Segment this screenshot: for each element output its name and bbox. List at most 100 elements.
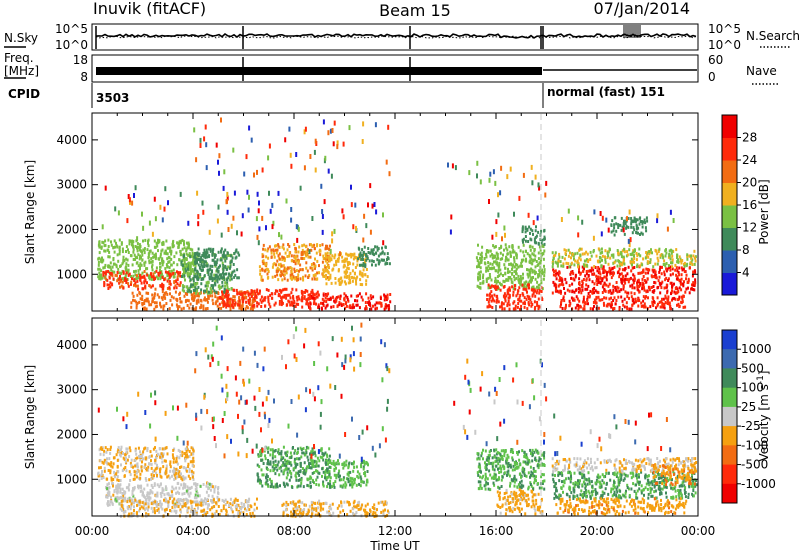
data-cell xyxy=(117,470,120,474)
data-cell xyxy=(653,289,656,292)
data-cell xyxy=(180,260,183,264)
sparse-cell xyxy=(534,174,537,180)
data-cell xyxy=(536,280,539,284)
data-cell xyxy=(146,267,149,271)
data-cell xyxy=(217,505,220,508)
data-cell xyxy=(587,273,590,277)
data-cell xyxy=(104,276,107,280)
data-cell xyxy=(150,257,153,261)
data-cell xyxy=(191,452,194,456)
data-cell xyxy=(295,276,298,280)
data-cell xyxy=(167,500,170,504)
data-cell xyxy=(652,304,655,307)
data-cell xyxy=(661,265,663,269)
data-cell xyxy=(309,266,312,270)
data-cell xyxy=(656,252,659,256)
data-cell xyxy=(195,496,198,500)
data-cell xyxy=(237,251,240,255)
data-cell xyxy=(106,248,109,252)
data-cell xyxy=(256,304,259,308)
data-cell xyxy=(337,259,340,263)
sparse-cell xyxy=(278,232,280,238)
data-cell xyxy=(664,294,667,298)
sparse-cell xyxy=(327,130,330,136)
data-cell xyxy=(295,259,298,263)
sparse-cell xyxy=(220,232,223,238)
data-cell xyxy=(574,273,577,277)
data-cell xyxy=(217,250,220,254)
data-cell xyxy=(145,506,148,510)
data-cell xyxy=(633,254,635,258)
data-cell xyxy=(371,249,374,253)
data-cell xyxy=(207,272,210,276)
sparse-cell xyxy=(354,202,357,208)
data-cell xyxy=(601,285,604,289)
data-cell xyxy=(199,501,201,505)
data-cell xyxy=(193,272,196,276)
data-cell xyxy=(162,293,165,297)
data-cell xyxy=(534,265,537,269)
data-cell xyxy=(192,471,195,475)
data-cell xyxy=(132,274,135,278)
data-cell xyxy=(214,302,217,306)
data-cell xyxy=(667,277,670,281)
sparse-cell xyxy=(336,140,339,146)
data-cell xyxy=(137,485,139,489)
data-cell xyxy=(334,300,337,304)
data-cell xyxy=(107,255,110,259)
data-cell xyxy=(159,499,162,503)
data-cell xyxy=(530,276,533,280)
data-cell xyxy=(642,220,645,224)
data-cell xyxy=(349,281,352,285)
data-cell xyxy=(358,255,361,258)
data-cell xyxy=(490,290,493,294)
data-cell xyxy=(204,289,207,293)
data-cell xyxy=(202,509,205,513)
data-cell xyxy=(611,219,614,223)
data-cell xyxy=(684,290,687,294)
data-cell xyxy=(489,254,492,258)
data-cell xyxy=(181,247,184,251)
data-cell xyxy=(647,296,649,300)
data-cell xyxy=(638,290,641,294)
data-cell xyxy=(615,299,618,302)
data-cell xyxy=(292,295,294,299)
data-cell xyxy=(107,489,110,493)
data-cell xyxy=(490,284,493,288)
data-cell xyxy=(487,269,490,273)
data-cell xyxy=(693,249,696,253)
data-cell xyxy=(556,262,559,266)
data-cell xyxy=(147,468,150,472)
data-cell xyxy=(213,263,216,266)
sparse-cell xyxy=(488,199,490,204)
data-cell xyxy=(143,270,146,273)
data-cell xyxy=(295,478,298,482)
data-cell xyxy=(479,266,482,270)
sparse-cell xyxy=(256,191,259,197)
data-cell xyxy=(338,282,341,286)
data-cell xyxy=(606,251,609,255)
data-cell xyxy=(277,269,280,273)
data-cell xyxy=(573,257,575,261)
data-cell xyxy=(389,293,392,296)
data-cell xyxy=(200,269,203,272)
data-cell xyxy=(186,453,188,457)
data-cell xyxy=(189,491,192,495)
data-cell xyxy=(517,289,520,293)
data-cell xyxy=(483,257,486,260)
data-cell xyxy=(165,291,168,295)
data-cell xyxy=(215,501,218,505)
data-cell xyxy=(313,471,316,474)
data-cell xyxy=(238,299,241,303)
data-cell xyxy=(644,256,647,260)
sparse-cell xyxy=(255,216,258,222)
data-cell xyxy=(260,278,263,282)
data-cell xyxy=(649,258,652,262)
data-cell xyxy=(165,302,168,305)
data-cell xyxy=(151,297,154,301)
data-cell xyxy=(578,248,581,252)
data-cell xyxy=(123,259,126,262)
data-cell xyxy=(184,455,187,458)
data-cell xyxy=(108,264,110,268)
data-cell xyxy=(327,271,330,275)
